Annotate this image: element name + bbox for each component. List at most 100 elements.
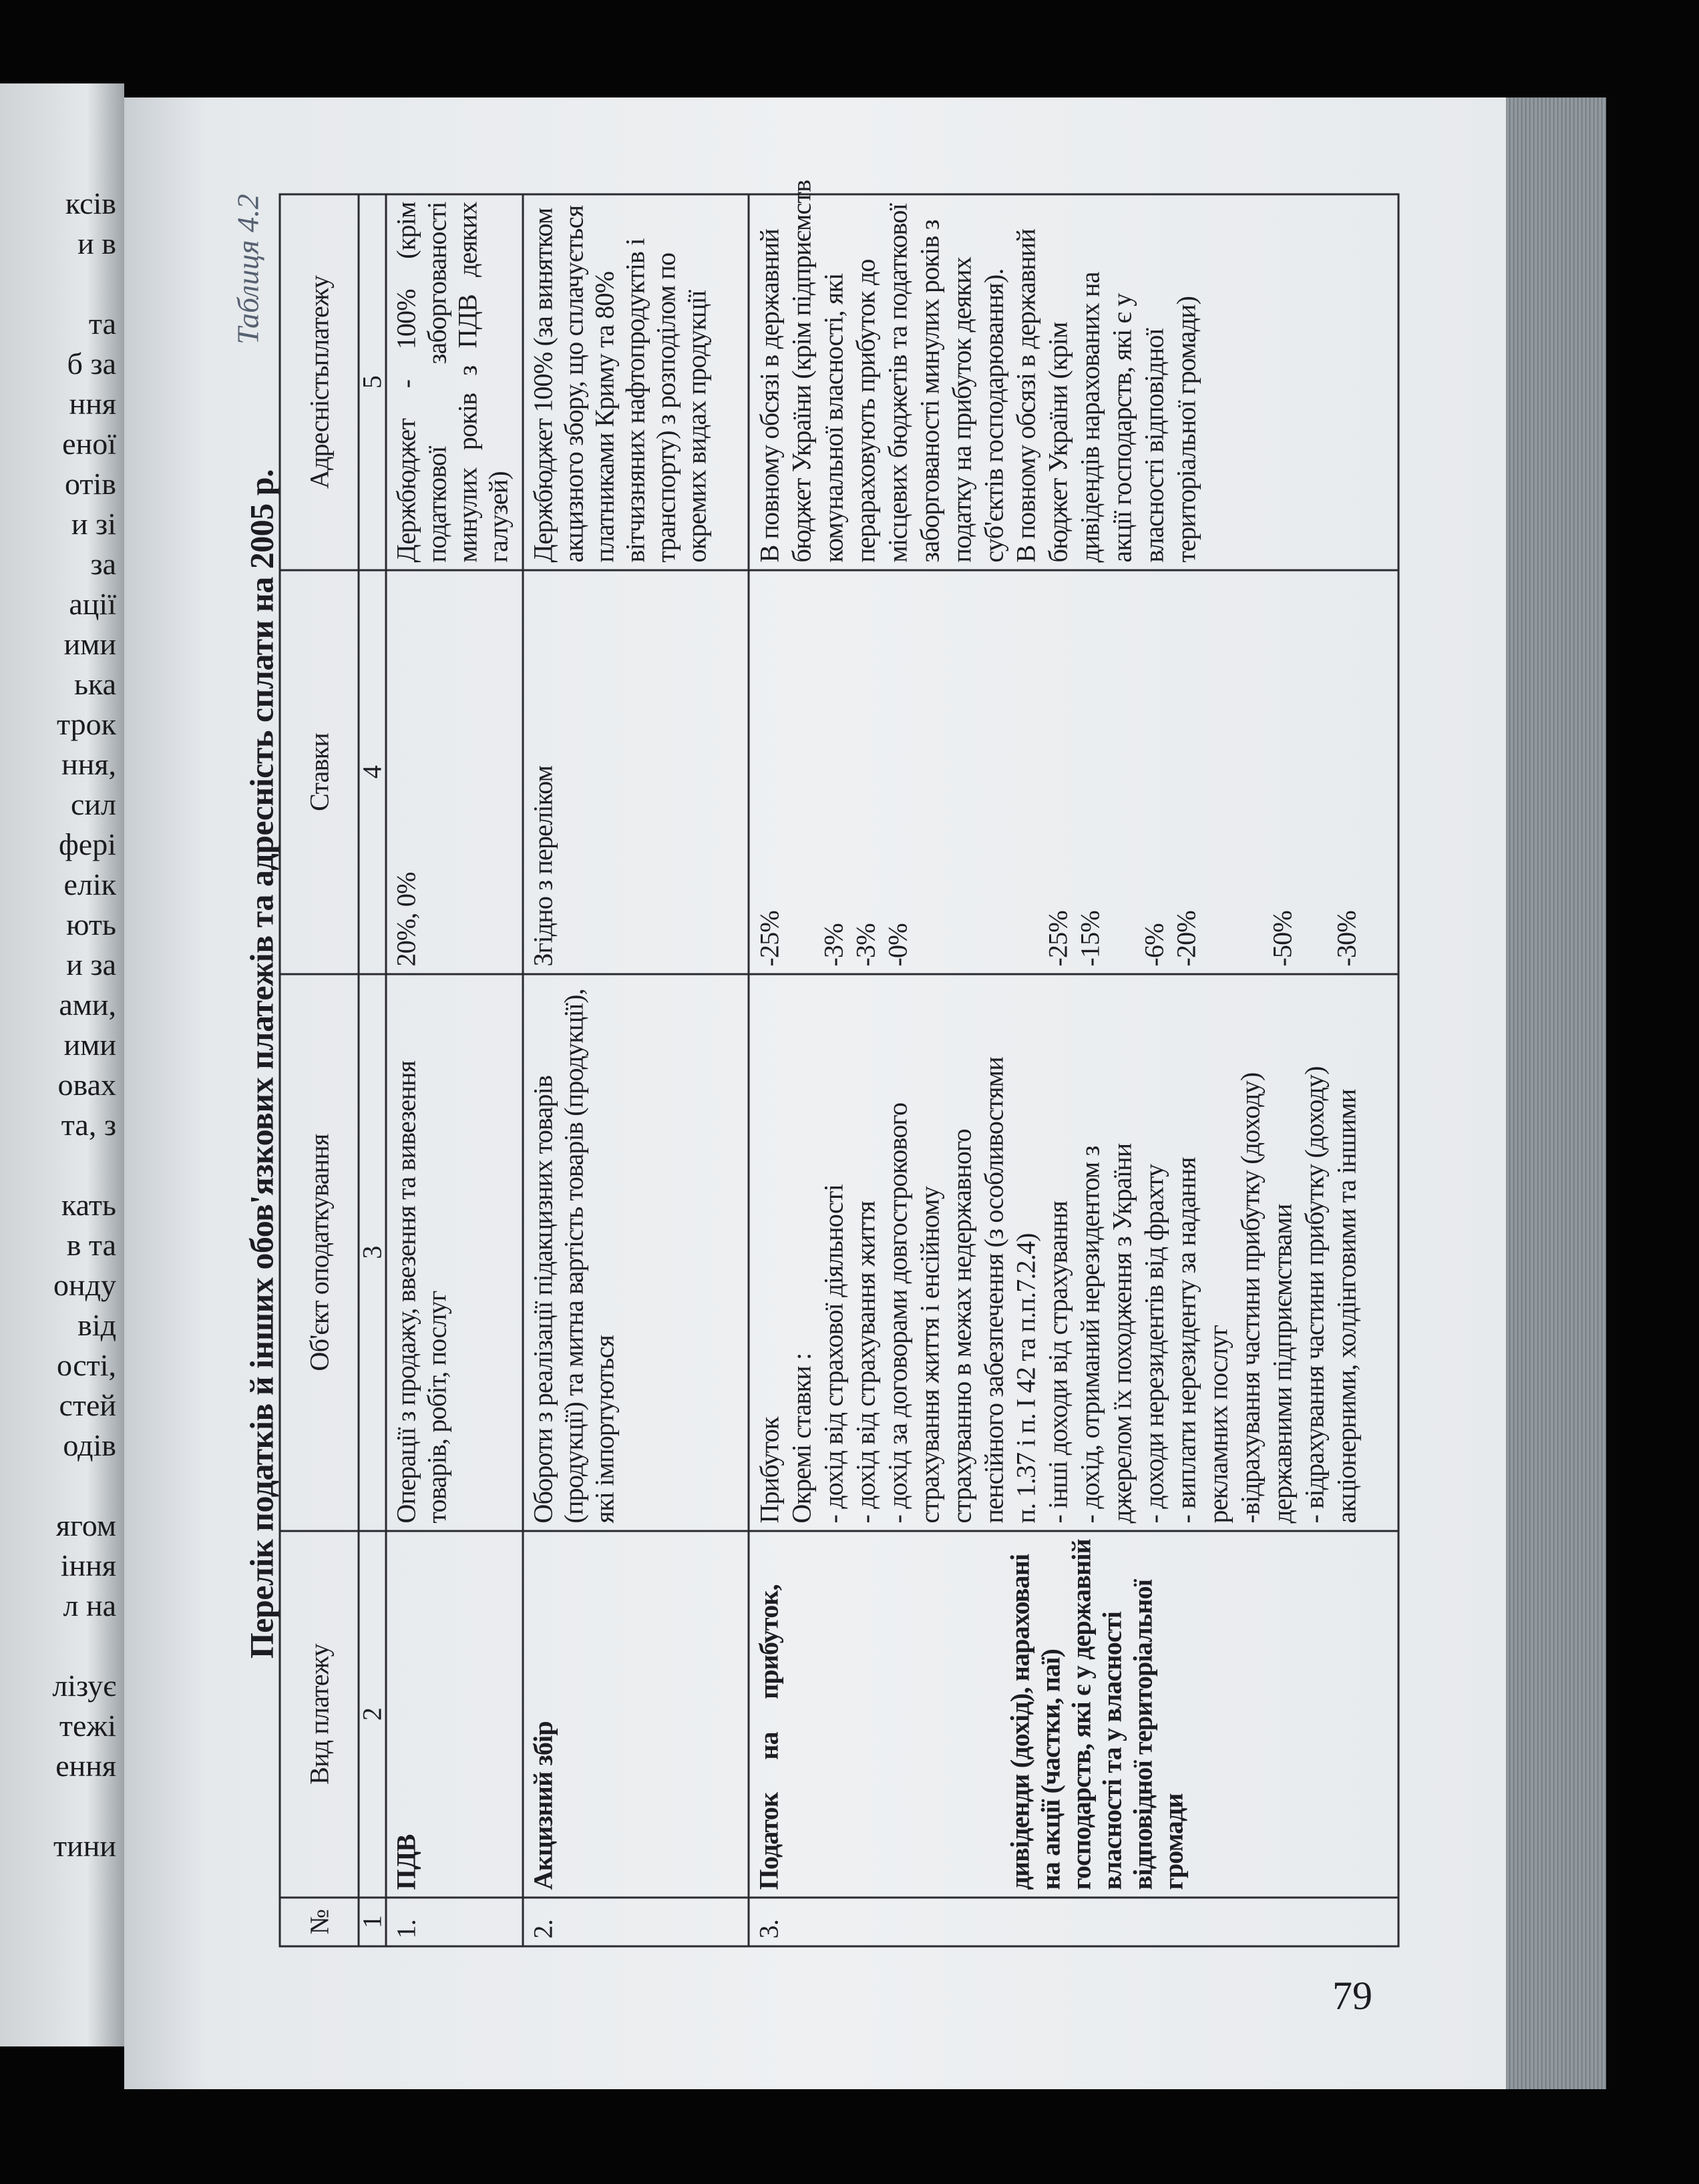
payment-recipient-line: В повному обсязі в державний [754,229,785,563]
book-page [124,97,1507,2089]
left-page-line: ими [63,627,116,661]
tax-rates: Згідно з переліком [523,570,749,974]
left-page-line [52,264,116,304]
left-page-line: ими [63,1028,116,1062]
payment-type-extra: дивіденди (дохід), нараховані на акції (… [1004,1539,1189,1890]
page-edges [1506,97,1606,2089]
payment-recipient-line: територіальної громади) [1171,296,1201,563]
left-page-line: б за [67,347,117,381]
left-page-line: іння [60,1548,116,1582]
payment-type-main: Податок на прибуток, [753,1584,784,1890]
tax-object-line: - виплати нерезиденту за надання [1171,1157,1201,1524]
tax-rate-line [978,578,1010,967]
left-page-line: и в [77,226,116,260]
tax-object-line: - інші доходи від страхування [1043,1200,1073,1524]
tax-object-line: пенсійного забезпечення (з особливостями [978,1057,1009,1524]
tax-object-line: - дохід від страхування життя [850,1201,881,1524]
left-page-line: ксів [65,186,116,220]
table-row: 3. Податок на прибуток, дивіденди (дохід… [749,180,1398,1946]
left-page-line: овах [57,1068,116,1102]
row-number: 1. [386,1898,523,1946]
payment-recipient-line: В повному обсязі в державний [1010,229,1041,563]
left-page-line: та, з [61,1108,116,1142]
tax-object-line: Окремі ставки : [786,1353,817,1524]
tax-rate-line [914,578,946,967]
tax-rate-line [1107,578,1139,967]
left-page-line: за [90,547,116,581]
left-page-line: ють [66,907,116,941]
left-page-line: онду [53,1268,116,1302]
header-recipient: Адресністьплатежу [280,194,359,570]
payment-recipient: В повному обсязі в державний бюджет Украї… [749,180,1398,570]
tax-object: Обороти з реалізації підакцизних товарів… [523,974,749,1531]
left-page-line [52,1145,116,1185]
payment-recipient: Держбюджет - 100% (крім податкової забор… [386,194,523,570]
tax-rate-line: -15% [1075,911,1105,967]
column-number: 1 [357,1898,387,1946]
row-number: 3. [749,1898,1398,1946]
payment-type: Акцизний збір [523,1531,749,1898]
tax-object-line: державними підприємствами [1267,1204,1298,1524]
left-page-line: трок [56,707,116,741]
tax-object-line: акціонерними, холдінговими та іншими [1331,1089,1362,1524]
left-page-line: ька [73,667,116,701]
tax-object-line: - доходи нерезидентів від фрахту [1139,1164,1169,1524]
left-page-line [52,1626,116,1666]
tax-rate-line: -50% [1267,911,1298,967]
tax-table: № Вид платежу Об'єкт оподаткування Ставк… [279,180,1400,1948]
tax-rate-line [946,578,978,967]
tax-object-line: страхуванню в межах недержавного [946,1129,977,1524]
left-page-line: фері [58,827,116,861]
tax-object: Прибуток Окремі ставки : - дохід від страх… [749,974,1398,1531]
left-page-line: елік [63,867,116,901]
tax-rates: -25% -3% -3% -0% -25% -15% -6% -20% -50% -30% [749,570,1398,974]
column-number: 2 [357,1531,387,1898]
left-page-line: ації [69,587,116,621]
table-row: 1. ПДВ Операції з продажу, ввезення та в… [386,194,523,1946]
left-page-line: ами, [59,988,116,1022]
left-page-line: л на [63,1588,117,1622]
tax-object-line: страхування життя і енсійному [914,1186,945,1524]
left-page-line: стей [59,1388,116,1422]
left-page-line: тини [53,1829,116,1863]
payment-recipient-line: податку на прибуток деяких [946,257,977,563]
tax-rates: 20%, 0% [386,570,523,974]
tax-rate-line: -3% [850,923,881,967]
tax-object-line: - дохід, отриманий нерезидентом з [1075,1146,1105,1524]
payment-recipient-line: власності відповідної [1139,329,1169,563]
left-page-line: ення [55,1749,116,1783]
left-page-line: та [88,306,116,341]
tax-rate-line [1203,578,1235,967]
tax-rate-line: -25% [754,911,785,967]
tax-rate-line: -3% [818,923,849,967]
payment-recipient-line: акції господарств, які є у [1107,293,1137,563]
left-page-line: и за [66,947,116,981]
tax-object-line: Прибуток [754,1417,785,1524]
payment-type: Податок на прибуток, дивіденди (дохід), … [749,1531,1398,1898]
tax-object-line: п. 1.37 і п. І 42 та п.п.7.2.4) [1010,1233,1041,1524]
tax-object-line: джерелом їх походження з України [1107,1143,1137,1524]
header-row: № Вид платежу Об'єкт оподаткування Ставк… [280,194,359,1946]
page-number: 79 [1332,1974,1372,2018]
tax-rate-line [1235,578,1267,967]
left-page-line [52,1466,116,1506]
left-page-line: отів [65,467,116,501]
payment-recipient-line: заборгованості минулих років з [914,220,945,563]
tax-object: Операції з продажу, ввезення та вивезенн… [386,974,523,1531]
header-type: Вид платежу [280,1531,359,1898]
table-row: 2. Акцизний збір Обороти з реалізації пі… [523,194,749,1946]
tax-rate-line: -25% [1043,911,1073,967]
left-page-line: ягом [55,1508,116,1542]
header-object: Об'єкт оподаткування [280,974,359,1531]
tax-object-line: -відрахування частини прибутку (доходу) [1235,1072,1266,1524]
left-page-line: сил [71,787,116,821]
left-page-line: ння [69,387,116,421]
left-page-text: ксів и в та б за ння еної отів и зі за ації ими ька… [52,184,116,1866]
payment-recipient-line: комунальної власності, які [818,273,849,563]
row-number: 2. [523,1898,749,1946]
column-number: 4 [357,570,387,974]
column-number: 5 [357,194,387,570]
tax-rate-line: -30% [1331,911,1362,967]
tax-rate-line [786,578,818,967]
left-page-line: в та [66,1228,116,1262]
